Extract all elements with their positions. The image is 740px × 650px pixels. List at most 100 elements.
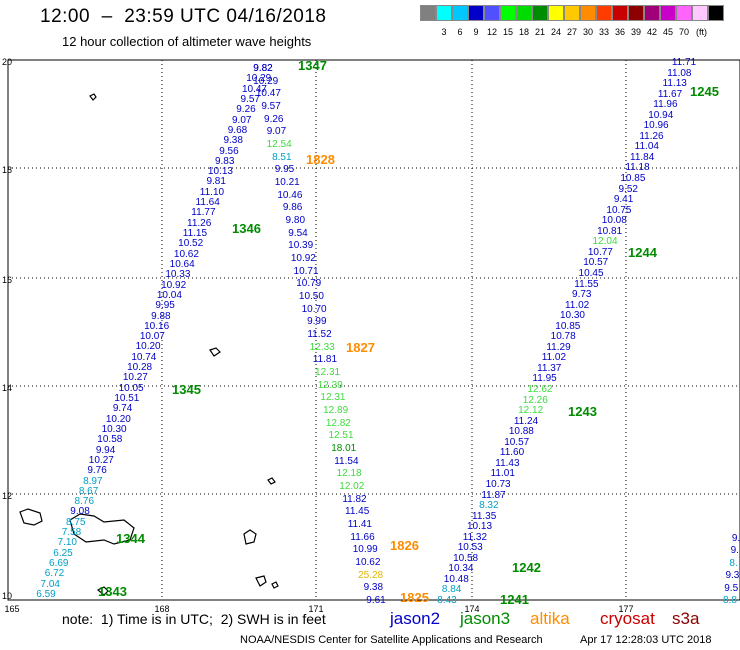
wave-height-value: 9.95 xyxy=(155,300,175,312)
wave-height-value: 7.58 xyxy=(61,527,82,539)
credit-line: NOAA/NESDIS Center for Satellite Applica… xyxy=(240,634,543,646)
wave-height-value: 10.70 xyxy=(301,303,327,315)
wave-height-value: 10.78 xyxy=(550,331,576,343)
wave-height-value: 10.73 xyxy=(485,478,511,490)
color-swatch xyxy=(644,5,660,21)
wave-height-value: 10.50 xyxy=(298,291,324,302)
wave-height-value: 9.61 xyxy=(366,595,386,606)
wave-height-value: 9.76 xyxy=(87,465,107,477)
wave-height-value: 10.29 xyxy=(246,73,272,85)
wave-height-value: 10.13 xyxy=(467,521,493,533)
wave-height-value: 10.20 xyxy=(135,341,161,353)
wave-height-value: 9.54 xyxy=(288,227,308,239)
satellite-legend-jason3: jason3 xyxy=(460,609,511,628)
wave-height-value: 9. xyxy=(730,545,739,557)
wave-height-value: 11.82 xyxy=(342,493,367,505)
wave-height-value: 11.04 xyxy=(634,141,659,153)
wave-height-value: 8.76 xyxy=(74,496,95,508)
wave-height-value: 7.04 xyxy=(40,578,60,590)
pass-number-label: 1345 xyxy=(172,382,201,397)
wave-height-value: 10.74 xyxy=(131,351,157,363)
wave-height-value: 11.84 xyxy=(630,151,655,163)
wave-height-value: 10.79 xyxy=(296,278,322,290)
wave-height-value: 9.3 xyxy=(725,570,740,582)
satellite-legend-cryosat: cryosat xyxy=(600,609,655,628)
satellite-legend-s3a: s3a xyxy=(672,609,700,628)
wave-height-value: 10.81 xyxy=(597,225,623,237)
latitude-label: 16 xyxy=(2,275,13,285)
color-swatch xyxy=(660,5,676,21)
longitude-label: 177 xyxy=(618,604,634,614)
map-frame xyxy=(7,59,740,601)
color-swatch xyxy=(628,5,644,21)
wave-height-value: 10.27 xyxy=(122,372,148,384)
island-outline xyxy=(255,575,267,587)
wave-height-value: 12.02 xyxy=(339,481,365,492)
wave-height-value: 9.41 xyxy=(613,194,634,206)
color-scale-label: 15 xyxy=(502,27,513,37)
pass-number-label: 1244 xyxy=(628,245,657,260)
wave-height-value: 10.04 xyxy=(156,289,182,301)
island-outlines xyxy=(19,93,279,596)
wave-height-value: 11.55 xyxy=(574,278,599,290)
pass-number-label: 1347 xyxy=(298,58,327,73)
wave-height-value: 9.57 xyxy=(261,101,281,112)
wave-height-value: 10.45 xyxy=(578,267,604,279)
color-swatch xyxy=(580,5,596,21)
color-swatch xyxy=(708,5,724,21)
wave-height-value: 10.27 xyxy=(88,454,114,466)
wave-height-value: 10.05 xyxy=(118,382,144,394)
wave-height-value: 11.81 xyxy=(312,354,338,366)
color-swatch xyxy=(436,5,452,21)
pass-number-label: 1245 xyxy=(690,84,719,99)
wave-height-value: 10.52 xyxy=(178,238,204,250)
footnote: note: 1) Time is in UTC; 2) SWH is in fe… xyxy=(62,611,326,627)
wave-height-value: 9.81 xyxy=(206,176,226,188)
wave-height-value: 9.88 xyxy=(151,310,171,322)
color-scale-label: 6 xyxy=(457,27,463,37)
wave-height-value: 11.95 xyxy=(532,373,557,385)
wave-height-value: 8. xyxy=(729,557,738,569)
pass-number-label: 1344 xyxy=(116,531,145,546)
color-scale-label: 45 xyxy=(662,27,673,37)
wave-height-value: 11.54 xyxy=(334,455,359,467)
wave-height-value: 7.10 xyxy=(57,537,77,549)
island-outline xyxy=(209,347,221,357)
wave-height-value: 11.41 xyxy=(347,519,372,530)
color-swatch xyxy=(420,5,436,21)
wave-height-value: 11.26 xyxy=(187,217,212,229)
wave-height-value: 12.31 xyxy=(320,392,346,404)
wave-height-value: 8.97 xyxy=(83,475,103,487)
generated-timestamp: Apr 17 12:28:03 UTC 2018 xyxy=(580,634,712,646)
color-scale-unit: (ft) xyxy=(696,27,707,37)
longitude-label: 174 xyxy=(464,604,480,614)
wave-height-value: 10.57 xyxy=(583,257,609,269)
wave-height-value: 12.54 xyxy=(266,139,292,150)
wave-height-value: 9.57 xyxy=(240,93,260,105)
pass-number-label: 1242 xyxy=(512,560,541,575)
wave-height-value: 11.96 xyxy=(653,99,678,111)
color-swatch xyxy=(532,5,548,21)
wave-height-value: 10.28 xyxy=(127,362,153,374)
color-swatch xyxy=(564,5,580,21)
wave-height-value: 9.26 xyxy=(236,104,256,116)
wave-height-value: 12.26 xyxy=(522,394,548,406)
pass-number-label: 1825 xyxy=(400,590,429,605)
color-swatch xyxy=(452,5,468,21)
wave-height-value: 10.77 xyxy=(587,246,613,258)
wave-height-value: 11.29 xyxy=(546,341,571,353)
wave-height-value: 10.62 xyxy=(355,557,381,568)
pass-number-label: 1241 xyxy=(500,592,529,607)
wave-height-value: 9.5 xyxy=(724,582,739,594)
wave-height-value: 10.47 xyxy=(241,83,267,95)
wave-height-value: 10.30 xyxy=(559,310,585,322)
color-swatch xyxy=(596,5,612,21)
latitude-label: 14 xyxy=(2,383,13,393)
map-subtitle: 12 hour collection of altimeter wave hei… xyxy=(62,34,312,49)
latitude-label: 20 xyxy=(2,57,13,67)
color-scale-label: 9 xyxy=(473,27,479,37)
wave-height-value: 12.62 xyxy=(527,384,553,396)
wave-height-value: 8.32 xyxy=(479,500,499,512)
wave-height-value: 9.08 xyxy=(70,506,90,518)
wave-height-value: 9.56 xyxy=(219,145,239,157)
